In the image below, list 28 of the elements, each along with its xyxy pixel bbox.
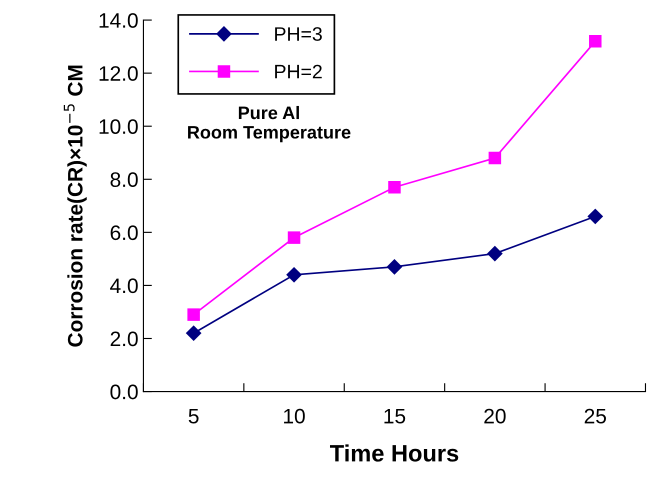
point: [286, 267, 302, 282]
x-tick-label: 10: [284, 408, 305, 424]
point: [588, 208, 603, 224]
y-tick-label: 0.0: [110, 384, 138, 400]
point: [386, 259, 402, 274]
point: [186, 326, 202, 341]
point: [488, 152, 502, 164]
point: [187, 308, 200, 321]
y-tick-label: 10.0: [100, 119, 138, 134]
y-tick-label: 8.0: [110, 172, 138, 188]
point: [388, 180, 401, 194]
y-tick-label: 2.0: [110, 331, 138, 346]
y-tick-label: 12.0: [100, 66, 138, 81]
point: [487, 246, 502, 262]
x-tick-label: 25: [584, 408, 606, 424]
x-axis-title: Time Hours: [330, 444, 458, 462]
annotation: Pure Al Room Temperature: [188, 106, 350, 142]
point: [288, 231, 300, 244]
x-tick-label: 15: [384, 408, 406, 424]
legend-label: PH=3: [275, 27, 322, 41]
y-tick-label: 4.0: [110, 278, 138, 294]
y-tick-label: 6.0: [110, 225, 138, 240]
y-axis-title: Corrosion rate(CR)×10$^{−5}$ CM: [64, 66, 87, 347]
y-tick-label: 14.0: [100, 13, 138, 28]
x-tick-label: 20: [484, 408, 506, 424]
x-tick-label: 5: [188, 408, 199, 424]
legend-label: PH=2: [275, 64, 322, 78]
point: [589, 35, 602, 48]
